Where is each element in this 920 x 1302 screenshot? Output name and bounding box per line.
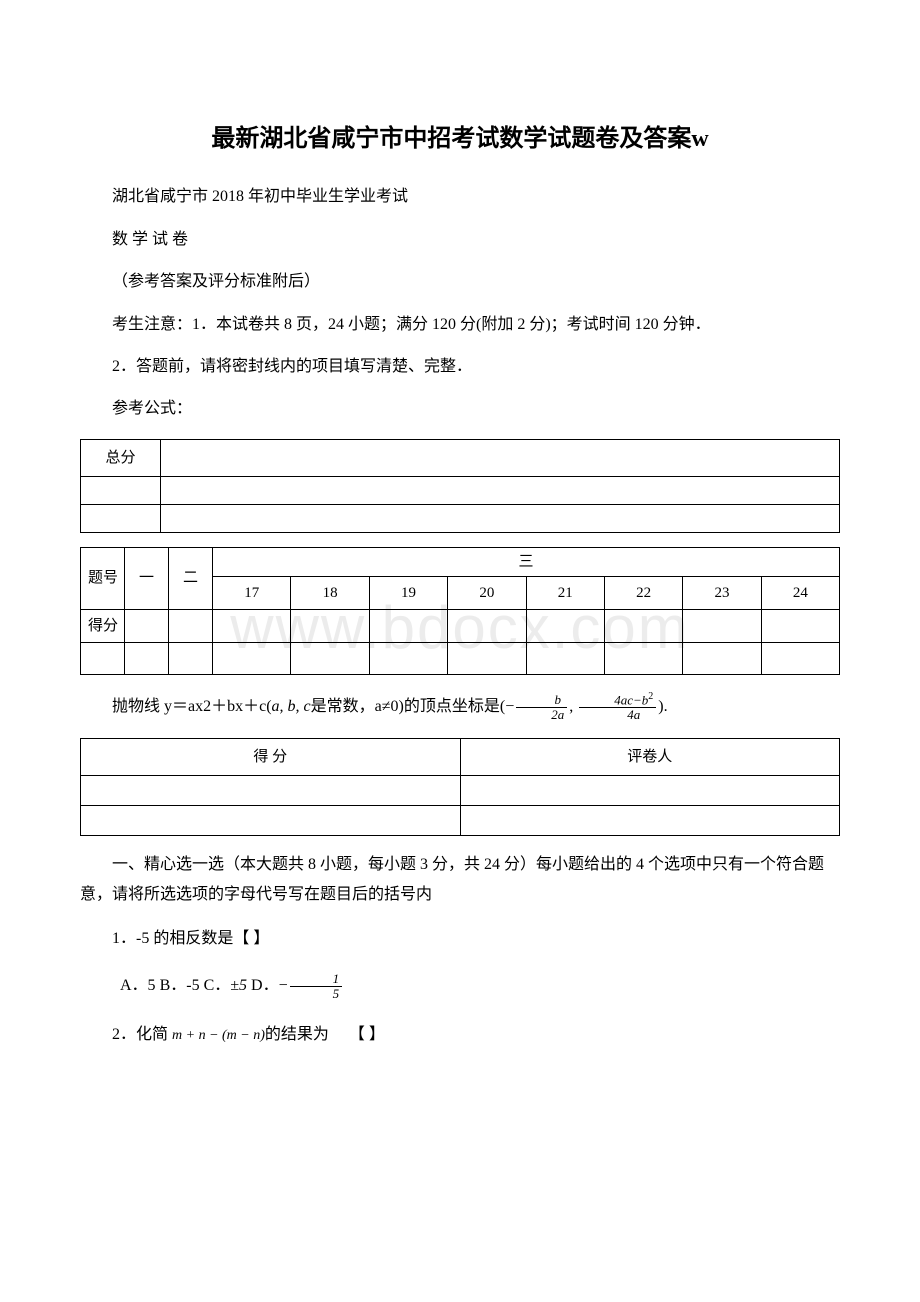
row-header-question: 题号 (81, 547, 125, 609)
question-score-table: 题号 一 二 三 17 18 19 20 21 22 23 24 得分 (80, 547, 840, 675)
header-line-2: 数 学 试 卷 (80, 225, 840, 255)
empty-cell (169, 609, 213, 642)
section-3-cell: 三 (213, 547, 840, 576)
question-2: 2．化简 m + n − (m − n)的结果为 【 】 (80, 1019, 840, 1051)
section-1-heading: 一、精心选一选（本大题共 8 小题，每小题 3 分，共 24 分）每小题给出的 … (80, 850, 840, 911)
frac-den: 4a (579, 708, 656, 722)
empty-cell (81, 805, 461, 835)
opt-c-pre: C． (204, 977, 231, 994)
empty-cell (161, 439, 840, 476)
grader-table: 得 分 评卷人 (80, 738, 840, 836)
table-row: 得 分 评卷人 (81, 738, 840, 775)
page-title: 最新湖北省咸宁市中招考试数学试题卷及答案w (80, 120, 840, 158)
empty-cell (448, 609, 526, 642)
qnum-cell: 23 (683, 576, 761, 609)
qnum-cell: 20 (448, 576, 526, 609)
empty-cell (448, 642, 526, 674)
empty-cell (526, 642, 604, 674)
section-2-cell: 二 (169, 547, 213, 609)
empty-cell (460, 775, 840, 805)
empty-cell (161, 504, 840, 532)
empty-cell (291, 642, 369, 674)
table-row: 题号 一 二 三 (81, 547, 840, 576)
section-1-cell: 一 (125, 547, 169, 609)
question-1: 1．-5 的相反数是【 】 (80, 923, 840, 955)
superscript: 2 (648, 691, 653, 702)
empty-cell (460, 805, 840, 835)
empty-cell (81, 504, 161, 532)
table-row (81, 476, 840, 504)
empty-cell (604, 609, 682, 642)
opt-c-math: ±5 (230, 977, 247, 994)
frac-den: 2a (516, 708, 567, 722)
table-row (81, 642, 840, 674)
frac-num: 1 (290, 972, 343, 987)
empty-cell (761, 642, 839, 674)
frac-num: 4ac−b2 (579, 692, 656, 708)
empty-cell (683, 609, 761, 642)
empty-cell (125, 642, 169, 674)
vertex-formula: 抛物线 y＝ax2＋bx＋c(a, b, c是常数，a≠0)的顶点坐标是(−b2… (80, 689, 840, 724)
vertex-prefix: 抛物线 y＝ax2＋bx＋c( (112, 698, 272, 715)
table-row (81, 775, 840, 805)
vertex-mid: 是常数，a≠0)的顶点坐标是( (311, 698, 506, 715)
table-row: 得分 (81, 609, 840, 642)
header-line-1: 湖北省咸宁市 2018 年初中毕业生学业考试 (80, 182, 840, 212)
grader-label-cell: 评卷人 (460, 738, 840, 775)
ref-formula-label: 参考公式： (80, 394, 840, 424)
empty-cell (125, 609, 169, 642)
opt-a: A．5 (120, 977, 156, 994)
q2-prefix: 2．化简 (112, 1026, 168, 1043)
comma: , (569, 698, 573, 715)
table-row: 总分 (81, 439, 840, 476)
qnum-cell: 22 (604, 576, 682, 609)
opt-d-pre: D． (251, 977, 279, 994)
empty-cell (761, 609, 839, 642)
q2-expression: m + n − (m − n) (172, 1028, 265, 1043)
empty-cell (683, 642, 761, 674)
qnum-cell: 17 (213, 576, 291, 609)
empty-cell (526, 609, 604, 642)
frac-num: b (516, 693, 567, 708)
table-row (81, 805, 840, 835)
score-label-cell: 得 分 (81, 738, 461, 775)
empty-cell (81, 642, 125, 674)
row-header-score: 得分 (81, 609, 125, 642)
empty-cell (291, 609, 369, 642)
notice-1: 考生注意：1．本试卷共 8 页，24 小题；满分 120 分(附加 2 分)；考… (80, 310, 840, 340)
fraction-d: 15 (290, 972, 343, 1000)
q2-bracket: 【 】 (349, 1026, 385, 1043)
opt-b: B．-5 (160, 977, 200, 994)
empty-cell (213, 642, 291, 674)
q2-suffix: 的结果为 (265, 1026, 329, 1043)
empty-cell (213, 609, 291, 642)
fraction-2: 4ac−b24a (579, 692, 656, 722)
frac-num-text: 4ac−b (614, 693, 648, 708)
qnum-cell: 24 (761, 576, 839, 609)
frac-den: 5 (290, 987, 343, 1001)
fraction-1: b2a (516, 693, 567, 721)
vertex-suffix: ). (658, 698, 667, 715)
empty-cell (604, 642, 682, 674)
vertex-abc: a, b, c (272, 698, 311, 715)
qnum-cell: 21 (526, 576, 604, 609)
question-1-options: A．5 B．-5 C．±5 D．−15 (80, 967, 840, 1005)
total-label-cell: 总分 (81, 439, 161, 476)
qnum-cell: 19 (369, 576, 447, 609)
document-content: 最新湖北省咸宁市中招考试数学试题卷及答案w 湖北省咸宁市 2018 年初中毕业生… (80, 120, 840, 1051)
empty-cell (81, 476, 161, 504)
notice-2: 2．答题前，请将密封线内的项目填写清楚、完整． (80, 352, 840, 382)
minus-sign: − (505, 698, 514, 715)
minus-sign: − (279, 977, 288, 994)
empty-cell (369, 642, 447, 674)
header-line-3: （参考答案及评分标准附后） (80, 267, 840, 297)
qnum-cell: 18 (291, 576, 369, 609)
empty-cell (369, 609, 447, 642)
empty-cell (81, 775, 461, 805)
total-score-table: 总分 (80, 439, 840, 533)
empty-cell (169, 642, 213, 674)
empty-cell (161, 476, 840, 504)
table-row (81, 504, 840, 532)
